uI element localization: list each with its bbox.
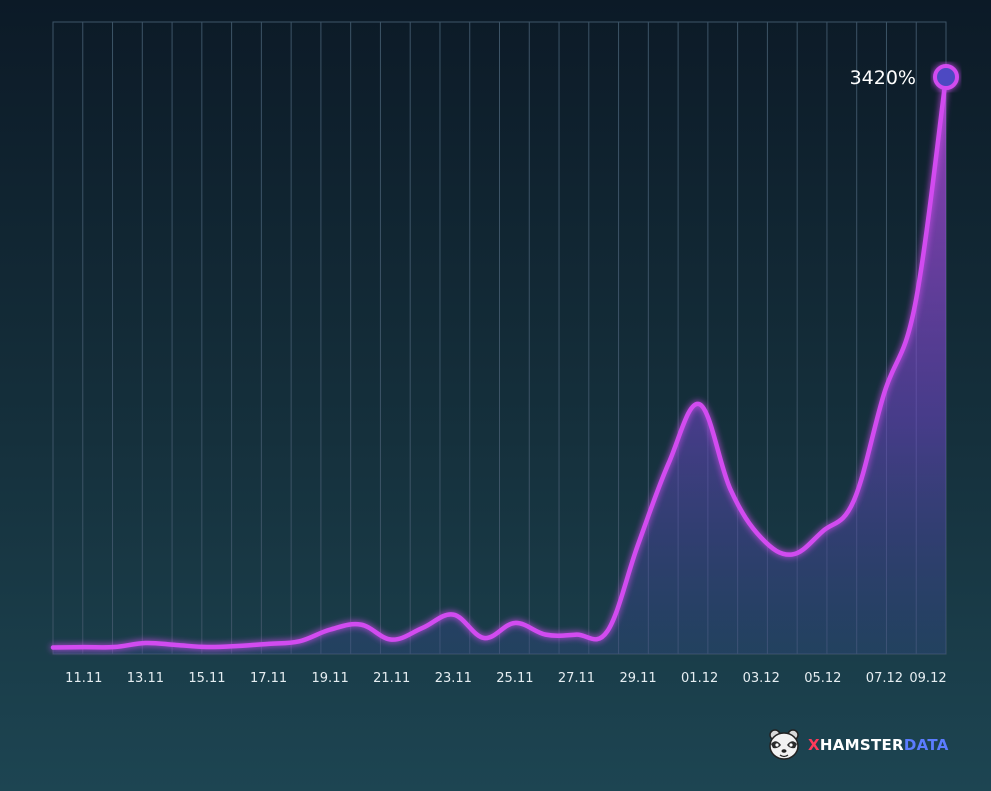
x-tick-label: 23.11 — [435, 671, 472, 686]
brand-x: X — [808, 736, 820, 754]
x-tick-label: 13.11 — [127, 671, 164, 686]
x-tick-label: 05.12 — [804, 671, 841, 686]
x-tick-label: 03.12 — [743, 671, 780, 686]
x-axis-tick-labels: 11.11 13.11 15.11 17.11 19.11 21.11 23.11 25.11… — [65, 671, 946, 686]
x-tick-label: 09.12 — [909, 671, 946, 686]
x-tick-label: 11.11 — [65, 671, 102, 686]
x-tick-label: 29.11 — [619, 671, 656, 686]
x-tick-label: 17.11 — [250, 671, 287, 686]
x-tick-label: 01.12 — [681, 671, 718, 686]
brand-wordmark: XHAMSTERDATA — [808, 736, 949, 754]
brand-hamster: HAMSTER — [819, 736, 904, 754]
x-tick-label: 15.11 — [188, 671, 225, 686]
peak-value-label: 3420% — [850, 67, 916, 89]
x-tick-label: 25.11 — [496, 671, 533, 686]
vertical-gridlines — [82, 22, 917, 654]
series-line — [50, 74, 949, 650]
x-tick-label: 19.11 — [312, 671, 349, 686]
hamster-face-icon — [769, 729, 799, 760]
brand-data: DATA — [903, 736, 949, 754]
area-fill — [53, 77, 946, 655]
peak-marker — [933, 64, 959, 91]
x-tick-label: 07.12 — [866, 671, 903, 686]
x-tick-label: 27.11 — [558, 671, 595, 686]
brand-logo: XHAMSTERDATA — [766, 727, 949, 763]
x-tick-label: 21.11 — [373, 671, 410, 686]
